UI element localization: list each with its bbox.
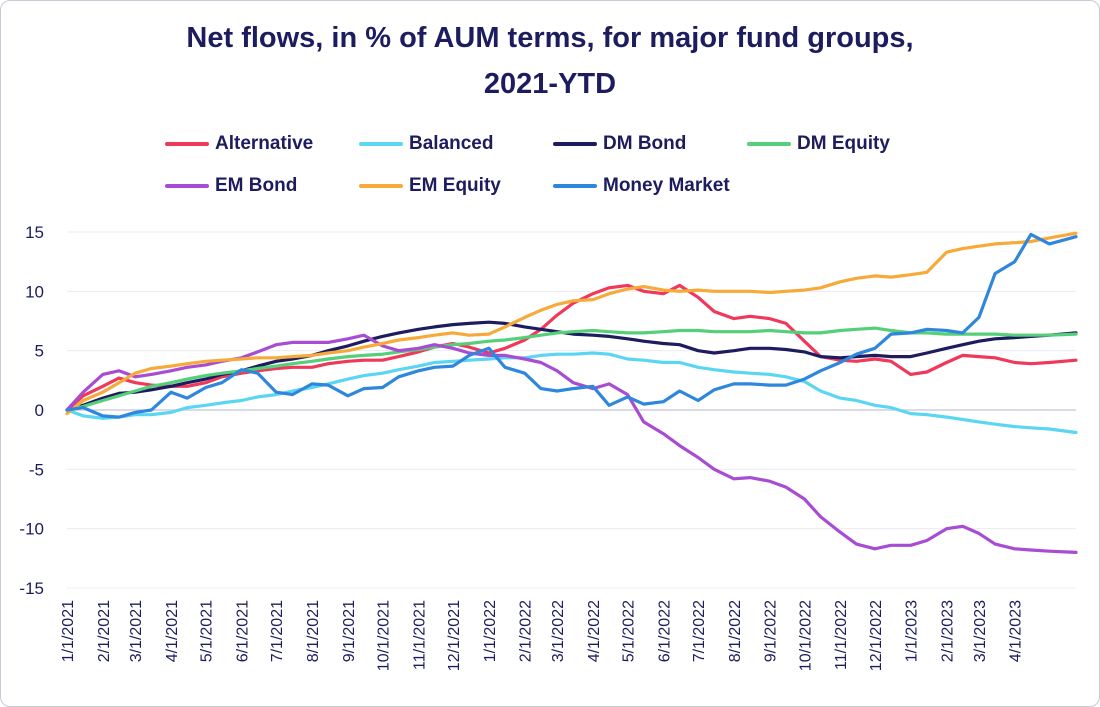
legend-label-em-equity: EM Equity xyxy=(409,175,501,196)
y-tick-label: -10 xyxy=(19,520,44,539)
x-tick-label: 12/1/2022 xyxy=(868,600,885,671)
series-line-money-market xyxy=(65,232,1078,419)
x-tick-label: 5/1/2021 xyxy=(199,600,216,662)
x-tick-label: 8/1/2022 xyxy=(727,600,744,662)
y-tick-label: 10 xyxy=(25,282,44,301)
x-tick-label: 1/1/2021 xyxy=(60,600,77,662)
x-tick-label: 10/1/2022 xyxy=(797,600,814,671)
x-tick-label: 10/1/2021 xyxy=(376,600,393,671)
legend-item-alternative[interactable]: Alternative xyxy=(165,133,313,155)
legend-swatch-alternative xyxy=(165,142,209,146)
x-tick-label: 9/1/2022 xyxy=(763,600,780,662)
y-axis-tick-labels: 15 10 5 0 -5 -10 -15 xyxy=(19,223,44,598)
x-tick-label: 7/1/2022 xyxy=(691,600,708,662)
series-line-alternative xyxy=(65,283,1078,412)
y-tick-label: 15 xyxy=(25,223,44,242)
series-line-dm-equity xyxy=(65,326,1078,412)
series-line-em-bond xyxy=(65,333,1078,554)
x-tick-label: 2/1/2022 xyxy=(518,600,535,662)
x-tick-label: 6/1/2022 xyxy=(656,600,673,662)
series-line-dm-bond xyxy=(65,320,1078,412)
x-tick-label: 9/1/2021 xyxy=(341,600,358,662)
y-tick-label: 0 xyxy=(35,401,44,420)
legend-label-alternative: Alternative xyxy=(215,133,314,154)
legend-label-em-bond: EM Bond xyxy=(215,175,298,196)
legend-label-dm-equity: DM Equity xyxy=(797,133,890,154)
series-line-em-equity xyxy=(65,231,1078,416)
x-tick-label: 5/1/2022 xyxy=(621,600,638,662)
series-lines xyxy=(65,231,1078,554)
legend-swatch-money-market xyxy=(553,184,597,188)
legend-item-em-bond[interactable]: EM Bond xyxy=(165,175,297,197)
legend-swatch-dm-bond xyxy=(553,142,597,146)
x-axis-tick-labels: 1/1/2021 2/1/2021 3/1/2021 4/1/2021 5/1/2021… xyxy=(60,600,1025,671)
gridlines xyxy=(67,231,1076,589)
legend-item-dm-bond[interactable]: DM Bond xyxy=(553,133,686,155)
x-tick-label: 11/1/2021 xyxy=(411,600,428,670)
x-tick-label: 4/1/2021 xyxy=(164,600,181,662)
x-tick-label: 6/1/2021 xyxy=(235,600,252,662)
y-tick-label: 5 xyxy=(35,342,44,361)
x-tick-label: 3/1/2023 xyxy=(972,600,989,662)
legend-swatch-balanced xyxy=(359,142,403,146)
legend-label-dm-bond: DM Bond xyxy=(603,133,687,154)
legend-item-balanced[interactable]: Balanced xyxy=(359,133,493,155)
x-tick-label: 4/1/2022 xyxy=(586,600,603,662)
x-tick-label: 8/1/2021 xyxy=(305,600,322,662)
chart-title: Net flows, in % of AUM terms, for major … xyxy=(186,22,914,54)
x-tick-label: 4/1/2023 xyxy=(1008,600,1025,662)
legend-item-dm-equity[interactable]: DM Equity xyxy=(747,133,890,155)
x-tick-label: 7/1/2021 xyxy=(269,600,286,662)
legend-label-money-market: Money Market xyxy=(603,175,730,196)
x-tick-label: 1/1/2022 xyxy=(482,600,499,662)
legend-item-em-equity[interactable]: EM Equity xyxy=(359,175,501,197)
chart-title-line-2: 2021-YTD xyxy=(483,68,617,100)
y-tick-label: -5 xyxy=(29,460,44,479)
legend-item-money-market[interactable]: Money Market xyxy=(553,175,730,197)
x-tick-label: 3/1/2021 xyxy=(128,600,145,662)
legend-label-balanced: Balanced xyxy=(409,133,494,154)
x-tick-label: 2/1/2023 xyxy=(940,600,957,662)
legend-swatch-dm-equity xyxy=(747,142,791,146)
y-tick-label: -15 xyxy=(19,579,44,598)
x-tick-label: 12/1/2021 xyxy=(446,600,463,671)
legend-swatch-em-equity xyxy=(359,184,403,188)
x-tick-label: 2/1/2021 xyxy=(96,600,113,662)
legend-swatch-em-bond xyxy=(165,184,209,188)
x-tick-label: 1/1/2023 xyxy=(904,600,921,662)
series-line-balanced xyxy=(65,351,1078,435)
x-tick-label: 3/1/2022 xyxy=(550,600,567,662)
x-tick-label: 11/1/2022 xyxy=(833,600,850,670)
